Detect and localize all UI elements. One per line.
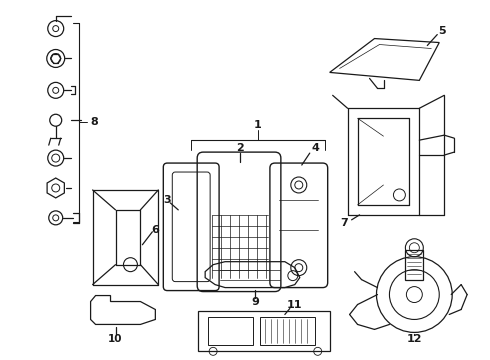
Text: 7: 7: [341, 218, 348, 228]
Bar: [405, 250, 423, 280]
Text: 1: 1: [254, 120, 262, 130]
Bar: [198, 311, 330, 351]
Text: 2: 2: [236, 143, 244, 153]
Text: 3: 3: [164, 195, 171, 205]
Text: 5: 5: [439, 26, 446, 36]
Bar: [260, 318, 315, 345]
Bar: [208, 318, 253, 345]
Text: 8: 8: [91, 117, 98, 127]
Text: 10: 10: [108, 334, 123, 345]
Text: 12: 12: [407, 334, 422, 345]
Text: 6: 6: [151, 225, 159, 235]
Text: 9: 9: [251, 297, 259, 306]
Text: 11: 11: [287, 300, 302, 310]
Text: 4: 4: [312, 143, 319, 153]
